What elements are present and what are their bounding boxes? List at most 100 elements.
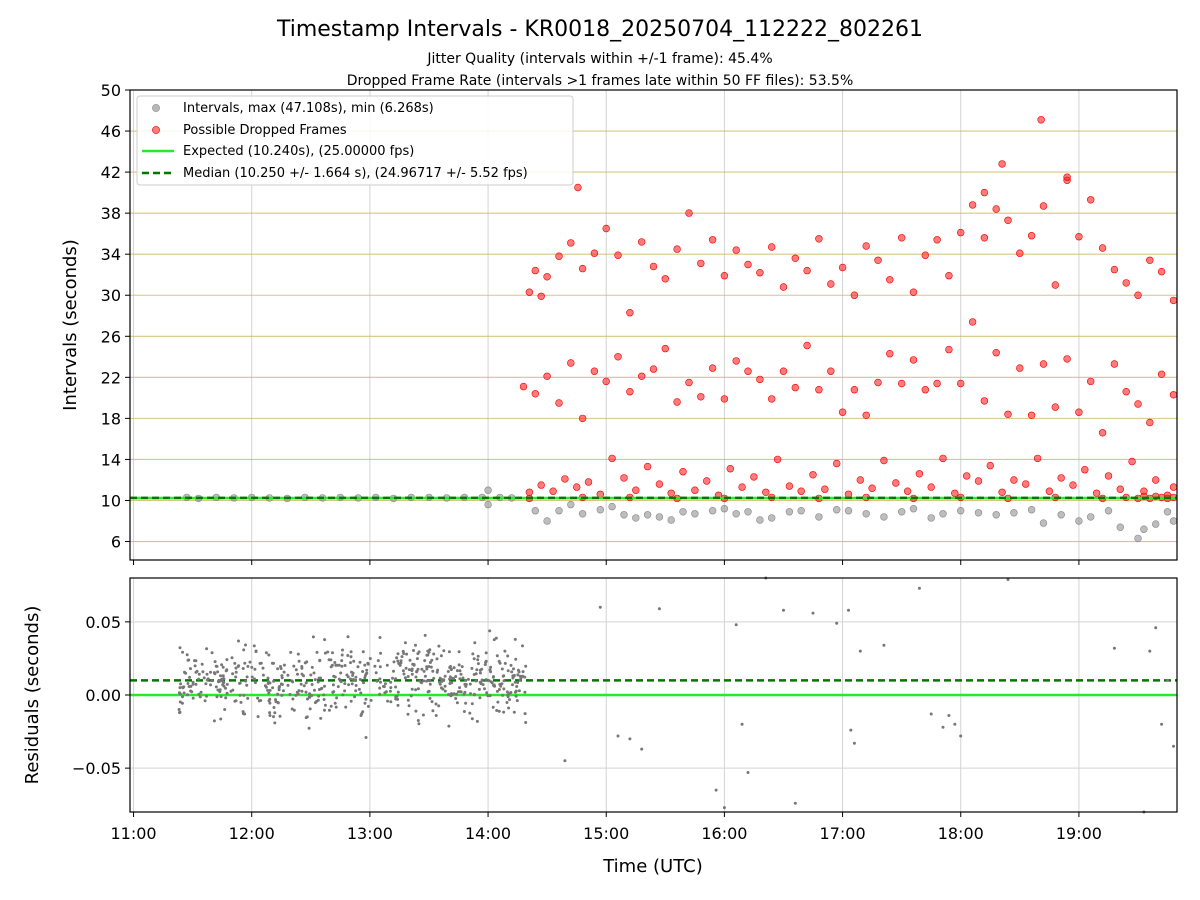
residual-point: [476, 654, 480, 658]
residual-point: [514, 657, 518, 661]
interval-point: [1104, 507, 1113, 515]
residual-point: [506, 654, 510, 658]
residual-point: [323, 651, 327, 655]
residual-point: [221, 665, 225, 669]
residual-point: [447, 650, 451, 654]
dropped-frame-point: [838, 263, 847, 272]
residual-point: [447, 724, 451, 728]
x-tick-label: 16:00: [701, 824, 747, 843]
dropped-frame-point: [685, 209, 693, 217]
residual-point: [464, 701, 468, 705]
residual-point: [378, 677, 382, 681]
interval-point: [643, 511, 652, 519]
residual-point: [288, 692, 292, 696]
residual-point: [746, 771, 750, 774]
residual-point: [205, 694, 208, 698]
dropped-frame-point: [892, 479, 900, 487]
residual-point: [423, 674, 427, 678]
residual-point: [455, 701, 459, 705]
residual-point: [356, 665, 360, 669]
residual-point: [302, 684, 306, 688]
dropped-frame-point: [956, 228, 965, 237]
residual-point: [394, 677, 398, 681]
chart-title: Timestamp Intervals - KR0018_20250704_11…: [276, 17, 923, 42]
residual-point: [425, 667, 429, 671]
residual-point: [378, 636, 382, 639]
residual-point: [420, 681, 423, 685]
dropped-frame-point: [779, 283, 788, 291]
dropped-frame-point: [980, 234, 989, 242]
residual-point: [341, 693, 345, 697]
residual-point: [313, 701, 317, 705]
residual-point: [468, 711, 472, 715]
residual-point: [339, 680, 343, 684]
residual-point: [478, 680, 482, 684]
intervals-ticks: 6 10 14 18 22 26 30 34 38 42 46 50: [101, 81, 1080, 565]
dropped-frame-point: [862, 411, 870, 419]
residual-point: [376, 659, 380, 663]
residual-point: [414, 643, 417, 647]
residual-point: [198, 695, 202, 699]
residual-point: [515, 699, 519, 703]
residual-point: [406, 675, 410, 678]
interval-point: [880, 513, 888, 521]
dropped-frame-point: [791, 254, 799, 262]
dropped-frame-point: [697, 393, 705, 401]
residual-point: [361, 650, 365, 654]
residual-point: [233, 699, 237, 703]
residuals-y-axis-label: Residuals (seconds): [22, 606, 43, 785]
residual-point: [389, 700, 393, 704]
residual-point: [489, 680, 493, 684]
residual-point: [354, 684, 358, 687]
dropped-frame-point: [543, 273, 551, 281]
legend-intervals-marker: [152, 104, 160, 112]
residual-point: [329, 658, 333, 662]
dropped-frame-point: [1092, 489, 1101, 497]
residual-point: [313, 688, 316, 692]
residual-point: [460, 665, 464, 669]
residual-point: [215, 664, 219, 668]
residual-point: [218, 688, 222, 692]
dropped-frame-point: [537, 292, 545, 300]
residual-point: [432, 676, 436, 680]
x-tick-label: 15:00: [583, 824, 629, 843]
residual-point: [385, 663, 389, 667]
dropped-frame-point: [1122, 279, 1130, 287]
residual-point: [266, 688, 270, 692]
residual-point: [238, 693, 242, 697]
residual-point: [657, 607, 661, 611]
dropped-frame-point: [561, 475, 569, 483]
residual-point: [374, 671, 378, 675]
residual-point: [205, 672, 209, 676]
residual-point: [452, 692, 456, 696]
residual-point: [425, 665, 429, 669]
residual-point: [435, 657, 439, 661]
dropped-frame-point: [809, 471, 817, 479]
residual-point: [361, 710, 365, 714]
residual-point: [230, 656, 234, 660]
residual-point: [432, 652, 436, 656]
residual-point: [354, 689, 358, 693]
residual-point: [476, 658, 480, 662]
residual-point: [403, 641, 407, 645]
residual-point: [351, 678, 355, 681]
dropped-frame-point: [620, 474, 628, 482]
residual-point: [323, 638, 327, 642]
residual-point: [443, 684, 447, 688]
residual-point: [224, 686, 227, 690]
intervals-y-tick-label: 38: [101, 204, 121, 223]
residual-point: [953, 722, 957, 726]
residual-point: [495, 709, 499, 712]
interval-point: [992, 511, 1000, 519]
residual-point: [442, 649, 446, 653]
interval-point: [732, 510, 740, 518]
dropped-frame-point: [874, 378, 882, 387]
residual-point: [485, 691, 489, 695]
residual-point: [416, 667, 420, 671]
legend-expected-label: Expected (10.240s), (25.00000 fps): [183, 144, 414, 159]
residual-point: [454, 697, 458, 700]
residual-point: [835, 621, 839, 625]
intervals-y-axis-label: Intervals (seconds): [60, 239, 81, 411]
residual-point: [210, 679, 214, 683]
residuals-y-tick-label: 0.05: [85, 613, 121, 632]
